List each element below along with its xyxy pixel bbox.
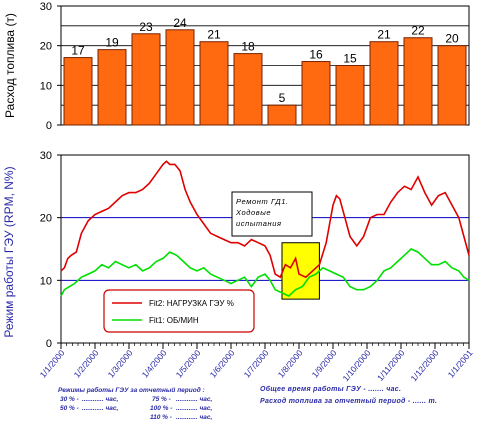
bar: [403, 37, 433, 126]
annotation-text: испытания: [236, 219, 282, 228]
bar-y-tick-label: 20: [40, 41, 52, 53]
x-tick-label: 1/7/2000: [242, 348, 271, 380]
x-tick-label: 1/6/2000: [208, 348, 237, 380]
bar: [369, 41, 399, 126]
annotation-text: Ремонт ГД1.: [236, 197, 289, 206]
bar: [63, 57, 93, 126]
x-tick-label: 1/9/2000: [310, 348, 339, 380]
bar: [267, 104, 297, 126]
bar-data-label: 21: [207, 28, 221, 42]
bar-data-label: 15: [343, 52, 357, 66]
mode-100-value: ............ час,: [176, 405, 213, 412]
legend-label: Fit2: НАГРУЗКА ГЭУ %: [149, 299, 234, 308]
x-tick-label: 1/2/2000: [72, 348, 101, 380]
x-tick-label: 1/3/2000: [106, 348, 135, 380]
x-tick-label: 1/4/2000: [140, 348, 169, 380]
bar-y-axis-label: Расход топлива (т): [3, 13, 17, 118]
annotation-box: [231, 191, 313, 237]
line-y-tick-label: 10: [40, 275, 52, 287]
line-y-tick-label: 20: [40, 213, 52, 225]
bar: [199, 41, 229, 126]
bar: [165, 29, 195, 126]
line-y-tick-label: 0: [46, 338, 52, 350]
bar-y-tick-label: 0: [46, 120, 52, 132]
x-tick-label: 1/12/2000: [409, 348, 441, 384]
legend-box: [103, 289, 255, 333]
bar-data-label: 5: [279, 91, 286, 105]
x-tick-label: 1/11/2000: [375, 348, 407, 383]
total-fuel: Расход топлива за отчетный период - ....…: [260, 398, 438, 405]
mode-50-value: ............ час,: [82, 405, 119, 412]
legend-label: Fit1: ОБ/МИН: [149, 316, 199, 325]
bar-data-label: 16: [309, 48, 323, 62]
mode-110-value: ............ час,: [176, 414, 213, 421]
bar-y-tick-label: 10: [40, 80, 52, 92]
mode-30-label: 30 % -: [60, 396, 79, 403]
bar: [97, 49, 127, 126]
total-time: Общее время работы ГЭУ - ....... час.: [260, 386, 402, 393]
series-line: [60, 248, 470, 297]
x-tick-label: 1/1/2001: [446, 348, 475, 380]
series-line: [60, 160, 470, 279]
line-y-tick-label: 30: [40, 150, 52, 162]
annotation-text: Ходовые: [235, 208, 271, 217]
bar-data-label: 18: [241, 40, 255, 54]
bar-data-label: 21: [377, 28, 391, 42]
highlight-region: [281, 242, 320, 300]
bar: [301, 61, 331, 126]
x-tick-label: 1/1/2000: [38, 348, 67, 380]
x-tick-label: 1/8/2000: [276, 348, 305, 380]
x-tick-label: 1/5/2000: [174, 348, 203, 380]
bar: [335, 65, 365, 126]
bar: [437, 45, 467, 126]
mode-75-label: 75 % -: [152, 396, 171, 403]
modes-title: Режимы работы ГЭУ за отчетный период :: [58, 387, 205, 394]
mode-100-label: 100 % -: [150, 405, 173, 412]
mode-30-value: ............ час,: [82, 396, 119, 403]
mode-50-label: 50 % -: [60, 405, 79, 412]
mode-110-label: 110 % -: [150, 414, 172, 421]
x-tick-label: 1/10/2000: [341, 348, 373, 384]
bar: [131, 33, 161, 126]
bar-data-label: 20: [445, 32, 459, 46]
bar-data-label: 19: [105, 36, 119, 50]
mode-75-value: ............ час,: [176, 396, 213, 403]
bar-data-label: 22: [411, 24, 425, 38]
line-y-axis-label: Режим работы ГЭУ (RPM, N%): [2, 166, 16, 337]
bar: [233, 53, 263, 126]
bar-data-label: 24: [173, 16, 187, 30]
bar-data-label: 17: [71, 44, 85, 58]
bar-data-label: 23: [139, 20, 153, 34]
bar-y-tick-label: 30: [40, 1, 52, 13]
